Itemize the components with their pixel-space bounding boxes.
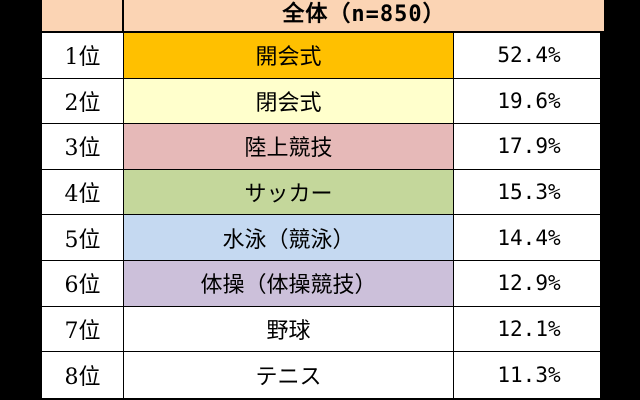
percent-cell: 17.9%	[454, 124, 604, 170]
item-cell: 閉会式	[124, 78, 454, 125]
item-cell: 体操（体操競技）	[124, 260, 454, 307]
percent-cell: 19.6%	[454, 79, 604, 125]
rank-cell: 3位	[42, 124, 124, 170]
table-header-title: 全体（n=850）	[124, 0, 604, 33]
item-cell: 水泳（競泳）	[124, 215, 454, 261]
rank-cell: 7位	[42, 306, 124, 353]
rank-cell: 5位	[42, 215, 124, 261]
rank-cell: 8位	[42, 352, 124, 398]
percent-cell: 52.4%	[454, 33, 604, 79]
percent-cell: 11.3%	[497, 362, 561, 387]
header-corner	[42, 0, 124, 33]
rank-cell: 2位	[42, 78, 124, 125]
percent-cell: 12.1%	[454, 307, 604, 353]
percent-cell: 14.4%	[454, 215, 604, 261]
item-cell: テニス	[124, 352, 454, 398]
percent-cell: 15.3%	[454, 170, 604, 216]
item-cell: 開会式	[124, 33, 454, 79]
percent-cell: 12.9%	[454, 261, 604, 307]
item-cell: 野球	[124, 306, 454, 353]
item-cell: サッカー	[124, 169, 454, 216]
ranking-table: 全体（n=850） 1位 開会式 52.4% 2位 閉会式 19.6% 3位 陸…	[40, 0, 604, 398]
item-cell: 陸上競技	[124, 124, 454, 170]
rank-cell: 1位	[42, 33, 124, 79]
rank-cell: 4位	[42, 169, 124, 216]
rank-cell: 6位	[42, 260, 124, 307]
